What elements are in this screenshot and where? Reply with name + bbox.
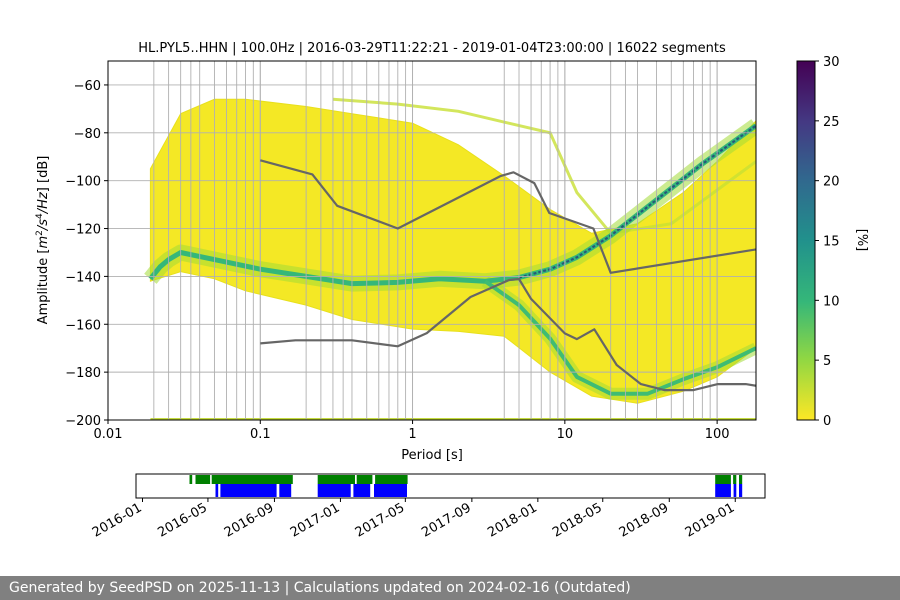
- timeline-tick-label: 2018-01: [485, 500, 540, 540]
- colorbar-tick-label: 20: [823, 175, 840, 190]
- timeline-interval: [733, 484, 737, 497]
- timeline-interval: [189, 475, 193, 484]
- timeline-tick-label: 2018-09: [617, 500, 672, 540]
- colorbar-tick-label: 30: [823, 55, 840, 70]
- x-tick-label: 0.01: [94, 427, 123, 442]
- x-tick-label: 100: [705, 427, 730, 442]
- density-mode-peak: [518, 124, 756, 279]
- x-tick-label: 0.1: [250, 427, 271, 442]
- x-tick-label: 1: [408, 427, 416, 442]
- timeline-interval: [317, 475, 355, 484]
- timeline-interval: [739, 475, 743, 484]
- y-tick-label: −140: [65, 270, 101, 285]
- colorbar-label: [%]: [854, 229, 869, 252]
- timeline-tick-label: 2017-05: [353, 500, 408, 540]
- timeline-tick-label: 2019-01: [683, 500, 738, 540]
- y-tick-label: −120: [65, 223, 101, 238]
- timeline-tick-label: 2016-09: [222, 500, 277, 540]
- plot-frame: [107, 60, 757, 421]
- y-tick-label: −60: [74, 79, 101, 94]
- density-floor-line: [150, 418, 756, 420]
- x-axis-label: Period [s]: [401, 448, 463, 463]
- timeline-interval: [353, 484, 371, 497]
- y-axis-label-part: /: [36, 207, 51, 214]
- timeline-interval: [220, 484, 277, 497]
- timeline-interval: [733, 475, 737, 484]
- timeline-tick-label: 2016-05: [155, 500, 210, 540]
- psd-chart: HL.PYL5..HHN | 100.0Hz | 2016-03-29T11:2…: [35, 41, 869, 541]
- x-axis-ticks: 0.01 0.1 1 10 100: [94, 420, 730, 442]
- y-axis-label: Amplitude [m2/s4/Hz] [dB]: [35, 156, 51, 325]
- footer-bar: Generated by SeedPSD on 2025-11-13 | Cal…: [0, 576, 900, 600]
- timeline-bars: [189, 475, 743, 497]
- timeline-tick-label: 2017-01: [288, 500, 343, 540]
- y-tick-label: −180: [65, 366, 101, 381]
- footer-text: Generated by SeedPSD on 2025-11-13 | Cal…: [9, 580, 631, 596]
- timeline-tick-label: 2016-01: [90, 500, 145, 540]
- timeline-interval: [279, 484, 292, 497]
- y-tick-label: −160: [65, 318, 101, 333]
- timeline-tick-label: 2018-05: [550, 500, 605, 540]
- y-tick-label: −200: [65, 414, 101, 429]
- y-axis-label-part: 2: [35, 230, 45, 236]
- noise-model-curve: [260, 277, 756, 392]
- timeline-interval: [317, 484, 351, 497]
- timeline-interval: [215, 484, 219, 497]
- timeline-tick-label: 2017-09: [419, 500, 474, 540]
- grid-lines: [108, 61, 756, 420]
- y-axis-label-part: 4: [35, 213, 45, 219]
- colorbar-tick-label: 10: [823, 294, 840, 309]
- colorbar-tick-label: 25: [823, 115, 840, 130]
- timeline-interval: [739, 484, 743, 497]
- reference-curves: [260, 159, 756, 392]
- colorbar-tick-label: 0: [823, 414, 831, 429]
- timeline-interval: [715, 475, 731, 484]
- timeline-interval: [195, 475, 211, 484]
- timeline-interval: [356, 475, 373, 484]
- y-axis-ticks: −60 −80 −100 −120 −140 −160 −180 −200: [65, 79, 108, 429]
- timeline-interval: [374, 484, 407, 497]
- y-axis-label-part: Amplitude [: [36, 249, 51, 325]
- colorbar-tick-label: 5: [823, 354, 831, 369]
- chart-title: HL.PYL5..HHN | 100.0Hz | 2016-03-29T11:2…: [138, 41, 726, 56]
- timeline-ticks: 2016-01 2016-05 2016-09 2017-01 2017-05 2017-…: [90, 498, 737, 541]
- colorbar: [796, 60, 816, 421]
- y-axis-label-part: Hz: [36, 191, 51, 209]
- y-axis-label-part: m: [36, 236, 51, 249]
- y-tick-label: −80: [74, 127, 101, 142]
- timeline-interval: [375, 475, 408, 484]
- y-tick-label: −100: [65, 175, 101, 190]
- timeline-interval: [715, 484, 731, 497]
- y-axis-label-part: ] [dB]: [36, 156, 51, 193]
- timeline-interval: [211, 475, 293, 484]
- y-axis-label-part: /: [36, 224, 51, 231]
- y-axis-label-part: s: [36, 219, 51, 226]
- colorbar-ticks: 0 5 10 15 20 25 30: [815, 55, 840, 429]
- noise-model-curve: [260, 159, 756, 274]
- x-tick-label: 10: [557, 427, 574, 442]
- colorbar-tick-label: 15: [823, 235, 840, 250]
